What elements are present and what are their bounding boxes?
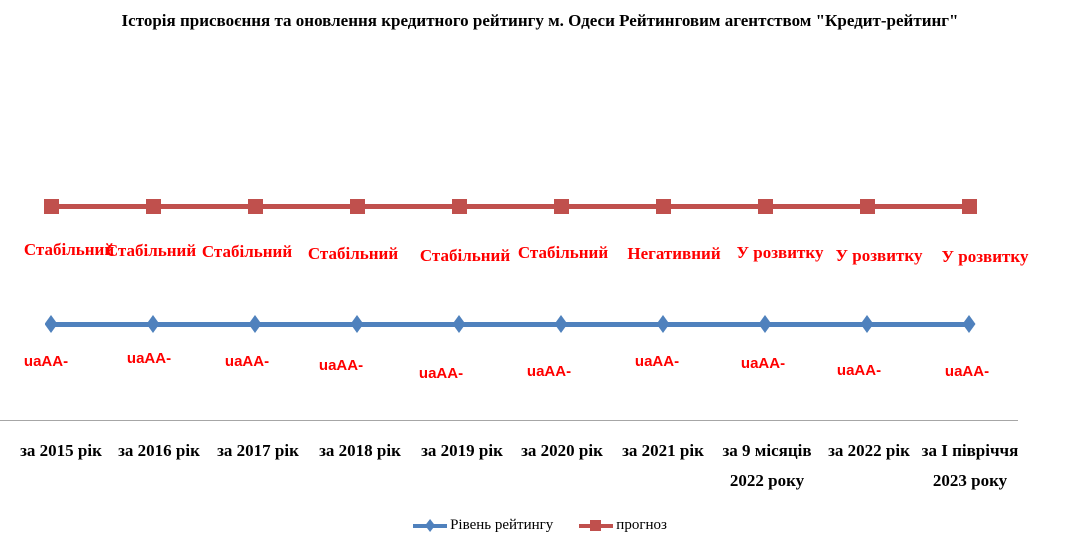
rating-series-diamond-icon <box>413 518 448 533</box>
forecast-label: Негативний <box>627 244 721 263</box>
rating-label: uaAA- <box>318 357 364 374</box>
forecast-square-marker <box>145 199 161 214</box>
rating-diamond-marker <box>350 315 364 333</box>
legend-item-rating: Рівень рейтингу <box>413 517 553 534</box>
rating-diamond-marker <box>962 315 976 333</box>
rating-diamond-marker <box>248 315 262 333</box>
forecast-square-marker <box>859 199 875 214</box>
rating-diamond-marker <box>44 315 58 333</box>
rating-diamond-marker <box>452 315 466 333</box>
x-axis-label: за 2015 рік <box>20 441 102 460</box>
rating-label: uaAA- <box>23 353 69 370</box>
forecast-label: Стабільний <box>105 241 197 260</box>
rating-label: uaAA- <box>836 362 882 379</box>
forecast-line <box>51 204 969 209</box>
forecast-square-marker <box>451 199 467 214</box>
legend-label-rating: Рівень рейтингу <box>450 517 554 533</box>
rating-label: uaAA- <box>944 363 990 380</box>
forecast-square-marker <box>553 199 569 214</box>
forecast-series-square-icon <box>579 518 614 533</box>
x-axis-label: за 2017 рік <box>217 441 299 460</box>
legend-item-forecast: прогноз <box>579 517 667 534</box>
forecast-label: Стабільний <box>307 244 399 263</box>
rating-label: uaAA- <box>740 355 786 372</box>
x-axis-label: за 2022 рік <box>828 441 910 460</box>
legend-label-forecast: прогноз <box>616 517 667 533</box>
rating-diamond-marker <box>758 315 772 333</box>
rating-label: uaAA- <box>634 353 680 370</box>
rating-label: uaAA- <box>418 365 464 382</box>
x-axis-label: за 2020 рік <box>521 441 603 460</box>
forecast-label: Стабільний <box>201 242 293 261</box>
forecast-square-marker <box>961 199 977 214</box>
rating-line <box>51 322 969 327</box>
rating-diamond-marker <box>146 315 160 333</box>
x-axis-label: за І півріччя 2023 року <box>921 441 1019 490</box>
forecast-square-marker <box>247 199 263 214</box>
x-axis-line <box>0 420 1018 421</box>
rating-diamond-marker <box>656 315 670 333</box>
forecast-square-marker <box>757 199 773 214</box>
forecast-square-marker <box>655 199 671 214</box>
rating-label: uaAA- <box>224 353 270 370</box>
x-axis-label: за 2018 рік <box>319 441 401 460</box>
forecast-square-marker <box>43 199 59 214</box>
chart-title: Історія присвоєння та оновлення кредитно… <box>121 11 959 30</box>
forecast-label: У розвитку <box>941 247 1029 266</box>
forecast-label: У розвитку <box>736 243 824 262</box>
forecast-label: У розвитку <box>835 246 923 265</box>
x-axis-label: за 9 місяців 2022 року <box>722 441 812 490</box>
rating-diamond-marker <box>860 315 874 333</box>
x-axis-label: за 2019 рік <box>421 441 503 460</box>
forecast-label: Стабільний <box>517 243 609 262</box>
forecast-square-marker <box>349 199 365 214</box>
x-axis-label: за 2016 рік <box>118 441 200 460</box>
x-axis-label: за 2021 рік <box>622 441 704 460</box>
legend: Рівень рейтингу прогноз <box>0 517 1080 534</box>
forecast-label: Стабільний <box>23 240 115 259</box>
rating-label: uaAA- <box>526 363 572 380</box>
rating-label: uaAA- <box>126 350 172 367</box>
rating-diamond-marker <box>554 315 568 333</box>
forecast-label: Стабільний <box>419 246 511 265</box>
